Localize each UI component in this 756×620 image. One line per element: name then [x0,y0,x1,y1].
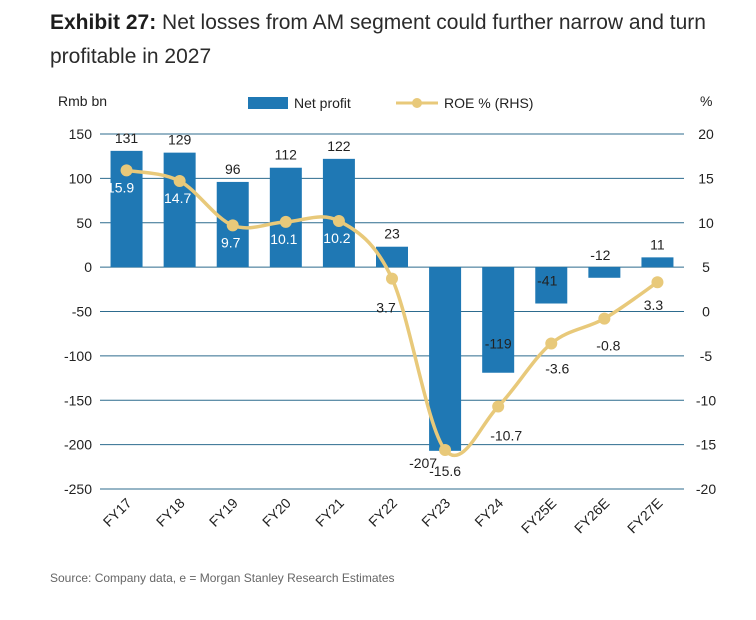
roe-value-label: -3.6 [545,360,569,376]
roe-point [492,400,505,413]
x-tick-label: FY18 [153,495,188,530]
y-tick-left: -150 [64,392,92,408]
roe-point [386,272,398,285]
legend-line-marker [412,98,422,108]
roe-point [598,312,611,325]
bar-value-label: -41 [537,273,557,289]
roe-value-label: -15.6 [429,463,461,479]
x-tick-label: FY20 [259,495,294,530]
x-tick-label: FY17 [100,495,135,530]
y-tick-left: 150 [69,126,93,142]
x-tick-label: FY25E [518,495,560,537]
roe-value-label: -0.8 [596,338,620,354]
bar [641,257,674,268]
roe-point [439,443,452,456]
roe-point [279,215,292,228]
x-tick-label: FY23 [418,495,453,530]
roe-point [120,164,133,177]
legend-line-label: ROE % (RHS) [444,95,533,111]
x-tick-label: FY24 [471,495,506,530]
legend: Net profit ROE % (RHS) [248,95,533,111]
roe-point [651,276,664,289]
roe-value-label: 14.7 [164,190,191,206]
y-tick-left: -250 [64,481,92,497]
bar-value-label: 11 [650,236,665,252]
y-axis-right-label: % [700,93,712,109]
roe-value-label: 10.2 [323,230,350,246]
y-tick-right: 0 [702,304,710,320]
y-tick-left: 50 [76,215,92,231]
y-tick-left: -50 [72,304,92,320]
bar-value-label: 122 [327,138,351,154]
roe-value-label: 3.3 [644,297,664,313]
exhibit-label: Exhibit 27: [50,11,157,34]
roe-value-label: 15.9 [107,179,134,195]
x-tick-label: FY21 [312,495,347,530]
bar-value-label: 131 [115,130,139,146]
bar-value-label: -12 [590,247,610,263]
x-tick-label: FY27E [624,495,666,537]
bar-value-label: 23 [384,226,400,242]
y-tick-left: -200 [64,437,92,453]
y-tick-left: 100 [69,170,93,186]
roe-point [332,214,345,227]
y-tick-right: -5 [700,348,713,364]
y-tick-right: 15 [698,170,714,186]
y-tick-left: -100 [64,348,92,364]
y-tick-right: 20 [698,126,714,142]
bar-value-label: -119 [485,336,512,352]
bar-value-label: 129 [168,132,192,148]
bar [588,267,621,278]
source-note: Source: Company data, e = Morgan Stanley… [50,571,395,585]
bar [163,152,196,268]
roe-point [173,175,186,188]
gridlines [100,133,684,490]
roe-value-label: 10.1 [270,231,297,247]
y-tick-right: -10 [696,392,716,408]
y-tick-right: -15 [696,437,716,453]
y-tick-right: 5 [702,259,710,275]
y-axis-left-label: Rmb bn [58,93,107,109]
chart-title: Exhibit 27: Net losses from AM segment c… [50,6,750,74]
bar [482,267,515,373]
bar-value-label: 112 [275,147,298,163]
roe-value-label: 3.7 [376,300,396,316]
bar-value-label: 96 [225,161,241,177]
title-text: Net losses from AM segment could further… [50,11,706,68]
y-tick-right: -20 [696,481,716,497]
roe-line-series [120,164,664,458]
roe-value-label: -10.7 [490,427,522,443]
data-labels: 131 129 96 112 122 23 -207 -119 -41 -12 11 15.9 14.7… [107,130,665,479]
roe-point [226,219,239,232]
legend-bar-label: Net profit [294,95,351,111]
x-tick-label: FY19 [206,495,241,530]
bar [429,267,462,451]
combo-chart: 131 129 96 112 122 23 -207 -119 -41 -12 11 15.9 14.7… [58,93,716,537]
roe-point [545,337,558,350]
y-tick-right: 10 [698,215,714,231]
bar [322,158,355,268]
bar [535,267,568,304]
bar-value-label: -207 [409,455,437,471]
roe-value-label: 9.7 [221,234,241,250]
x-tick-label: FY26E [571,495,613,537]
y-tick-left: 0 [84,259,92,275]
x-tick-label: FY22 [365,495,400,530]
legend-bar-swatch [248,97,288,109]
